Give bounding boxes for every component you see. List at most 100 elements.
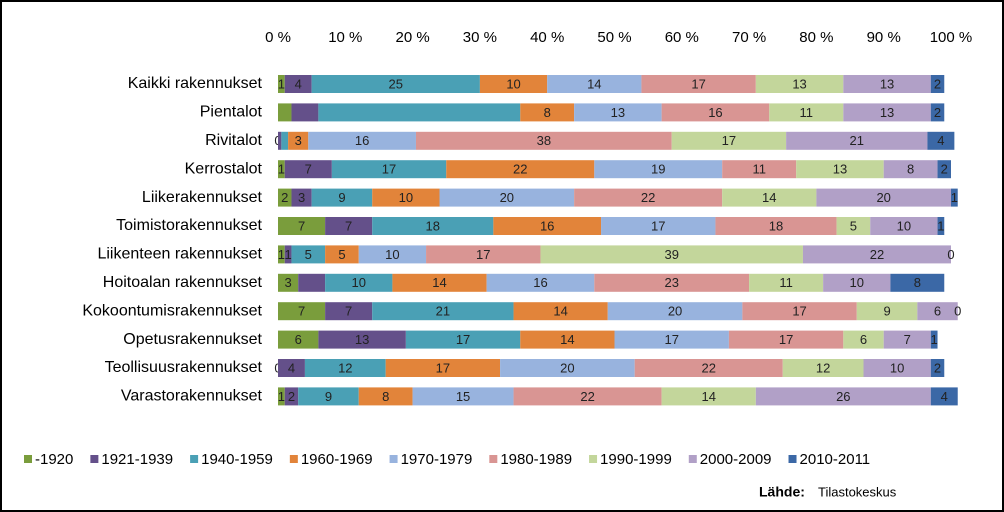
bar-segment — [917, 302, 958, 321]
bar-segment — [304, 359, 386, 377]
bar-segment — [513, 302, 608, 321]
bar-segment — [937, 160, 951, 179]
bar-segment — [594, 160, 723, 179]
value-label: 15 — [456, 389, 470, 404]
bar-segment — [291, 245, 326, 264]
bar-segment — [493, 217, 602, 235]
bar-segment — [937, 217, 945, 235]
value-label: 20 — [668, 304, 682, 319]
value-label: 13 — [355, 332, 369, 347]
bar-segment — [661, 387, 756, 406]
bar-segment — [278, 217, 326, 235]
bar-segment — [661, 103, 770, 122]
value-label: 21 — [850, 133, 864, 148]
value-label: 38 — [537, 133, 551, 148]
value-label: 14 — [762, 190, 776, 205]
bar-segment — [298, 387, 359, 406]
value-label: 9 — [338, 190, 345, 205]
bar-segment — [278, 359, 305, 377]
bar-segment — [796, 160, 884, 179]
bar-segment — [930, 330, 938, 349]
value-label: 18 — [426, 218, 440, 233]
value-label: 2 — [934, 360, 941, 375]
bar-segment — [870, 217, 938, 235]
category-label: Opetusrakennukset — [123, 331, 262, 348]
bar-segment — [479, 75, 548, 93]
x-tick-label: 80 % — [799, 29, 833, 46]
value-label: 12 — [816, 360, 830, 375]
bar-segment — [863, 359, 931, 377]
bar-segment — [728, 330, 844, 349]
bar-segment — [520, 330, 615, 349]
value-label: 1 — [284, 247, 291, 262]
value-label: 10 — [850, 275, 864, 290]
x-tick-label: 40 % — [530, 29, 564, 46]
bar-segment — [358, 245, 427, 264]
value-label: 10 — [399, 190, 413, 205]
value-label: 4 — [941, 389, 948, 404]
value-label: 13 — [611, 105, 625, 120]
value-label: 1 — [278, 162, 285, 177]
value-label: 0 — [947, 247, 954, 262]
bar-segment — [385, 359, 501, 377]
value-label: 13 — [792, 76, 806, 91]
legend-label: 1960-1969 — [301, 451, 373, 468]
value-label: 13 — [880, 105, 894, 120]
value-label: 5 — [305, 247, 312, 262]
bar-segment — [325, 217, 373, 235]
value-label: 4 — [295, 76, 302, 91]
bar-segment — [843, 103, 931, 122]
value-label: 2 — [934, 105, 941, 120]
value-label: 5 — [338, 247, 345, 262]
value-label: 2 — [934, 76, 941, 91]
value-label: 6 — [295, 332, 302, 347]
value-label: 22 — [580, 389, 594, 404]
bar-segment — [278, 245, 285, 264]
bar-segment — [278, 330, 319, 349]
bar-segment — [883, 160, 938, 179]
x-tick-label: 50 % — [597, 29, 631, 46]
value-label: 1 — [278, 389, 285, 404]
bar-segment — [520, 103, 575, 122]
x-tick-label: 30 % — [463, 29, 497, 46]
bar-segment — [856, 302, 918, 321]
value-label: 20 — [500, 190, 514, 205]
bar-segment — [641, 75, 756, 93]
x-tick-label: 60 % — [665, 29, 699, 46]
bar-segment — [284, 160, 332, 179]
legend-label: -1920 — [35, 451, 73, 468]
category-label: Liikenteen rakennukset — [97, 246, 262, 263]
value-label: 14 — [560, 332, 574, 347]
value-label: 7 — [298, 304, 305, 319]
bar-segment — [372, 217, 494, 235]
value-label: 2 — [941, 162, 948, 177]
bar-segment — [298, 273, 326, 292]
value-label: 21 — [436, 304, 450, 319]
bar-segment — [574, 103, 662, 122]
value-label: 3 — [298, 190, 305, 205]
value-label: 5 — [850, 218, 857, 233]
bar-segment — [284, 75, 312, 93]
bar-segment — [883, 330, 931, 349]
value-label: 4 — [288, 360, 295, 375]
value-label: 13 — [880, 76, 894, 91]
value-label: 14 — [701, 389, 715, 404]
value-label: 14 — [432, 275, 446, 290]
bar-segment — [288, 131, 309, 150]
bar-segment — [284, 387, 299, 406]
value-label: 18 — [769, 218, 783, 233]
source-label: Lähde: — [759, 484, 805, 500]
legend-swatch — [289, 455, 298, 463]
category-label: Liikerakennukset — [142, 189, 263, 206]
category-label: Hoitoalan rakennukset — [103, 274, 263, 291]
bar-segment — [823, 273, 891, 292]
bar-segment — [607, 302, 743, 321]
value-label: 10 — [890, 360, 904, 375]
value-label: 13 — [833, 162, 847, 177]
legend-swatch — [389, 455, 398, 463]
bar-segment — [930, 103, 945, 122]
value-label: 20 — [560, 360, 574, 375]
bar-segment — [930, 75, 945, 93]
